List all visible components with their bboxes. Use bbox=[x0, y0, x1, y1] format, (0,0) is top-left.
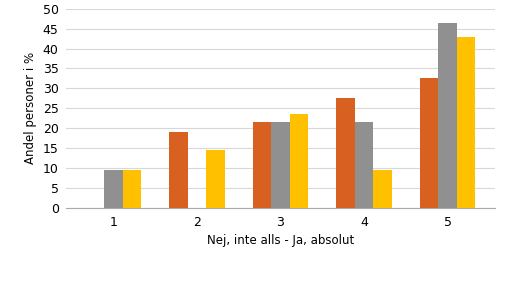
Bar bbox=[169, 132, 187, 208]
Y-axis label: Andel personer i %: Andel personer i % bbox=[24, 52, 37, 164]
Bar bbox=[336, 98, 354, 208]
Bar bbox=[104, 170, 122, 208]
Bar bbox=[122, 170, 140, 208]
Bar bbox=[271, 122, 289, 208]
Bar bbox=[438, 23, 456, 208]
Bar bbox=[206, 150, 224, 208]
Bar bbox=[373, 170, 391, 208]
Bar bbox=[419, 78, 438, 208]
X-axis label: Nej, inte alls - Ja, absolut: Nej, inte alls - Ja, absolut bbox=[207, 234, 353, 247]
Bar bbox=[354, 122, 373, 208]
Bar bbox=[289, 114, 307, 208]
Bar bbox=[456, 37, 474, 208]
Bar bbox=[252, 122, 271, 208]
